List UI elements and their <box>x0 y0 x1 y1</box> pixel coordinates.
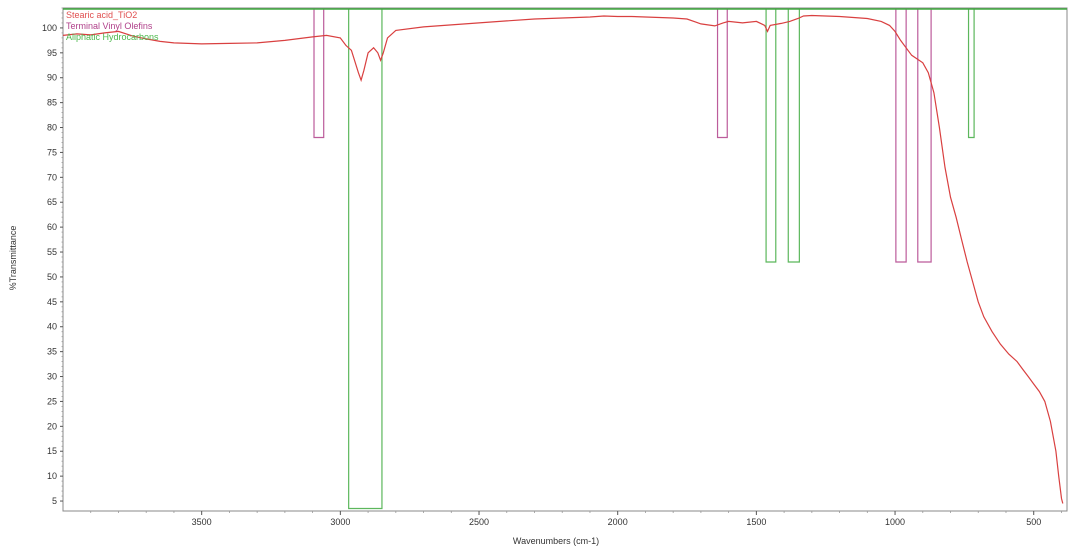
legend-entry-0: Stearic acid_TiO2 <box>66 10 137 20</box>
spectrum-line <box>62 14 1064 504</box>
y-tick-label-45: 45 <box>47 297 57 307</box>
y-axis-label: %Transmittance <box>8 226 18 291</box>
x-tick-label-3000: 3000 <box>330 517 350 527</box>
band-terminal-vinyl-olefins-3 <box>917 9 932 263</box>
y-tick-label-70: 70 <box>47 172 57 182</box>
y-tick-label-55: 55 <box>47 247 57 257</box>
y-tick-label-5: 5 <box>52 496 57 506</box>
band-aliphatic-hydrocarbons-4 <box>348 9 383 510</box>
bands-layer <box>63 8 1067 510</box>
band-aliphatic-hydrocarbons-6 <box>787 9 800 263</box>
y-tick-label-90: 90 <box>47 73 57 83</box>
y-tick-label-75: 75 <box>47 147 57 157</box>
band-aliphatic-hydrocarbons-7 <box>967 9 975 139</box>
y-tick-label-60: 60 <box>47 222 57 232</box>
band-terminal-vinyl-olefins-1 <box>716 9 728 139</box>
y-axis: 5 10 15 20 25 30 35 40 45 50 55 60 65 70 75 80 85 90 95 100 <box>42 7 63 506</box>
x-tick-label-500: 500 <box>1026 517 1041 527</box>
y-tick-label-100: 100 <box>42 23 57 33</box>
plot-frame <box>62 7 1068 512</box>
x-tick-label-1000: 1000 <box>885 517 905 527</box>
y-tick-label-95: 95 <box>47 48 57 58</box>
y-tick-label-85: 85 <box>47 98 57 108</box>
x-tick-label-3500: 3500 <box>192 517 212 527</box>
x-axis: 3500 3000 2500 2000 1500 1000 500 <box>90 511 1062 527</box>
y-tick-label-25: 25 <box>47 396 57 406</box>
band-terminal-vinyl-olefins-2 <box>895 9 907 263</box>
y-tick-label-50: 50 <box>47 272 57 282</box>
x-axis-label: Wavenumbers (cm-1) <box>513 536 599 546</box>
y-tick-label-40: 40 <box>47 322 57 332</box>
x-tick-label-1500: 1500 <box>746 517 766 527</box>
x-tick-label-2000: 2000 <box>608 517 628 527</box>
y-tick-label-20: 20 <box>47 421 57 431</box>
y-tick-label-35: 35 <box>47 347 57 357</box>
x-tick-label-2500: 2500 <box>469 517 489 527</box>
y-tick-label-30: 30 <box>47 372 57 382</box>
spectrum-layer <box>62 14 1064 504</box>
band-terminal-vinyl-olefins-0 <box>313 9 325 139</box>
legend-entry-1: Terminal Vinyl Olefins <box>66 21 153 31</box>
band-aliphatic-hydrocarbons-5 <box>765 9 777 263</box>
legend-entry-2: Aliphatic Hydrocarbons <box>66 32 159 42</box>
y-tick-label-80: 80 <box>47 123 57 133</box>
y-tick-label-10: 10 <box>47 471 57 481</box>
y-tick-label-65: 65 <box>47 197 57 207</box>
y-tick-label-15: 15 <box>47 446 57 456</box>
